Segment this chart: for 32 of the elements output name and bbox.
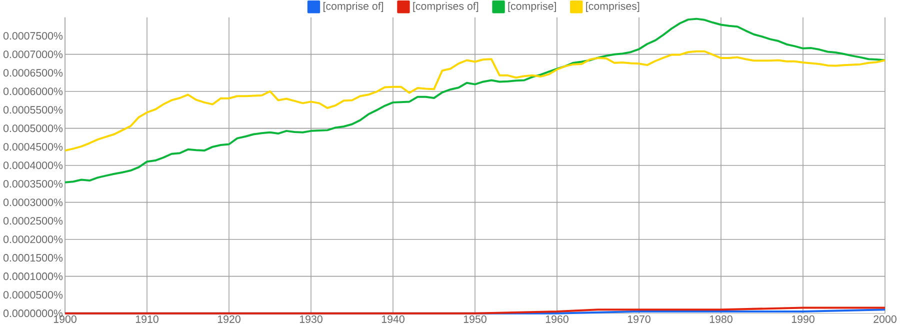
- x-tick-label: 1970: [628, 315, 650, 323]
- y-tick-label: 0.0003500%: [3, 180, 63, 188]
- y-tick-label: 0.0006000%: [3, 88, 63, 96]
- y-tick-label: 0.0001000%: [3, 272, 63, 280]
- x-tick-label: 1900: [54, 315, 76, 323]
- y-tick-label: 0.0007500%: [3, 32, 63, 40]
- x-tick-label: 1930: [300, 315, 322, 323]
- legend-label: [comprise of]: [324, 2, 384, 12]
- y-tick-label: 0.0003000%: [3, 198, 63, 206]
- y-tick-label: 0.0006500%: [3, 69, 63, 77]
- x-tick-label: 1920: [218, 315, 240, 323]
- x-tick-label: 1980: [710, 315, 732, 323]
- x-tick-label: 1960: [546, 315, 568, 323]
- x-tick-label: 1990: [792, 315, 814, 323]
- line-series: [64, 18, 886, 184]
- x-tick-label: 1950: [464, 315, 486, 323]
- y-tick-label: 0.0007000%: [3, 50, 63, 58]
- legend-label: [comprises]: [586, 2, 640, 12]
- x-tick-label: 1940: [382, 315, 404, 323]
- y-tick-label: 0.0001500%: [3, 254, 63, 262]
- y-tick-label: 0.0005500%: [3, 106, 63, 114]
- y-tick-label: 0.0005000%: [3, 124, 63, 132]
- y-tick-label: 0.0004500%: [3, 143, 63, 151]
- legend-label: [comprises of]: [413, 2, 478, 12]
- y-tick-label: 0.0000000%: [3, 310, 63, 318]
- legend-label: [comprise]: [508, 2, 556, 12]
- x-tick-label: 1910: [136, 315, 158, 323]
- y-tick-label: 0.0002500%: [3, 217, 63, 225]
- y-tick-label: 0.0002000%: [3, 236, 63, 244]
- x-tick-label: 2000: [874, 315, 896, 323]
- y-tick-label: 0.0000500%: [3, 291, 63, 299]
- y-tick-label: 0.0004000%: [3, 162, 63, 170]
